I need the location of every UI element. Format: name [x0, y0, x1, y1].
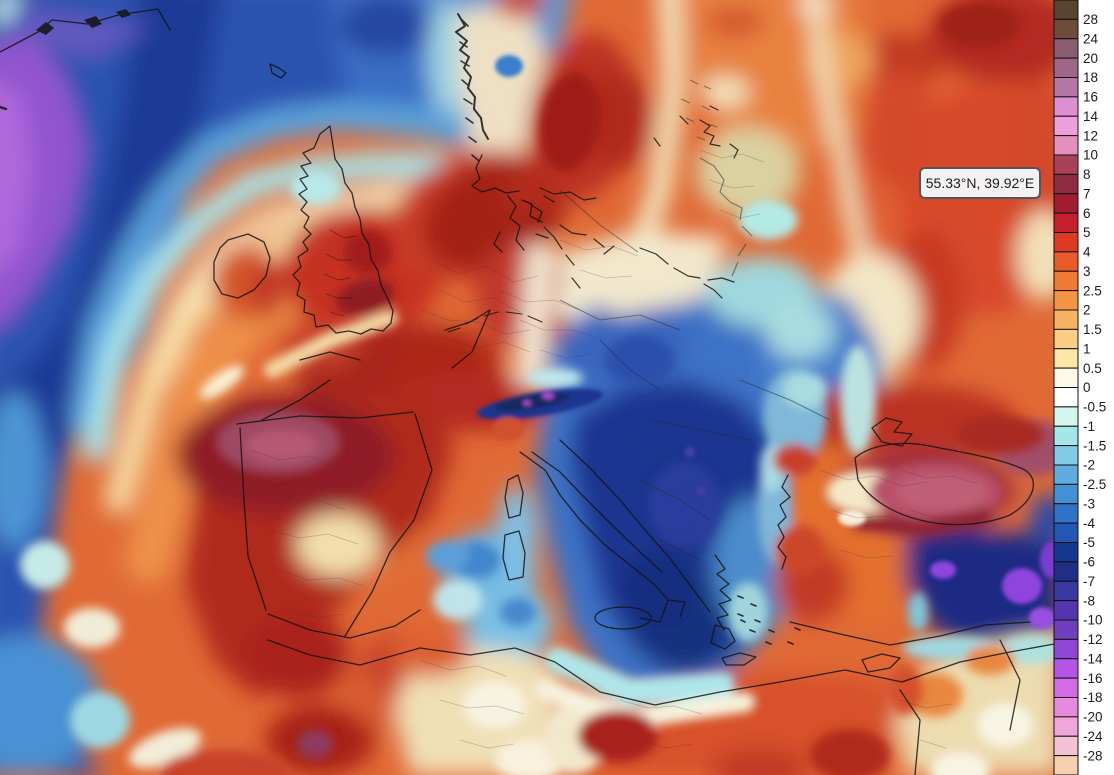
svg-text:5: 5 [1083, 225, 1091, 240]
svg-text:18: 18 [1083, 70, 1098, 85]
svg-text:12: 12 [1083, 128, 1098, 143]
svg-text:-20: -20 [1083, 710, 1103, 725]
svg-text:-7: -7 [1083, 574, 1095, 589]
svg-text:2.5: 2.5 [1083, 283, 1102, 298]
svg-text:20: 20 [1083, 51, 1098, 66]
svg-text:-24: -24 [1083, 729, 1103, 744]
svg-text:-14: -14 [1083, 652, 1103, 667]
svg-text:-12: -12 [1083, 632, 1103, 647]
svg-text:16: 16 [1083, 90, 1098, 105]
svg-text:-1: -1 [1083, 419, 1095, 434]
svg-text:10: 10 [1083, 148, 1098, 163]
svg-text:7: 7 [1083, 186, 1091, 201]
svg-text:-4: -4 [1083, 516, 1095, 531]
svg-text:1: 1 [1083, 341, 1091, 356]
svg-text:-2.5: -2.5 [1083, 477, 1106, 492]
svg-text:0: 0 [1083, 380, 1091, 395]
svg-text:-6: -6 [1083, 555, 1095, 570]
svg-text:24: 24 [1083, 32, 1099, 47]
svg-text:3: 3 [1083, 264, 1091, 279]
svg-text:-3: -3 [1083, 496, 1095, 511]
svg-text:-28: -28 [1083, 748, 1103, 763]
svg-text:28: 28 [1083, 12, 1098, 27]
svg-text:-18: -18 [1083, 690, 1103, 705]
svg-text:4: 4 [1083, 245, 1091, 260]
svg-text:0.5: 0.5 [1083, 361, 1102, 376]
svg-text:-10: -10 [1083, 613, 1103, 628]
svg-text:2: 2 [1083, 303, 1091, 318]
svg-text:-5: -5 [1083, 535, 1095, 550]
svg-text:-0.5: -0.5 [1083, 400, 1106, 415]
svg-text:-2: -2 [1083, 458, 1095, 473]
svg-text:-1.5: -1.5 [1083, 438, 1106, 453]
svg-text:-16: -16 [1083, 671, 1103, 686]
svg-text:6: 6 [1083, 206, 1091, 221]
svg-text:-8: -8 [1083, 593, 1095, 608]
svg-text:1.5: 1.5 [1083, 322, 1102, 337]
svg-text:8: 8 [1083, 167, 1091, 182]
svg-text:14: 14 [1083, 109, 1099, 124]
